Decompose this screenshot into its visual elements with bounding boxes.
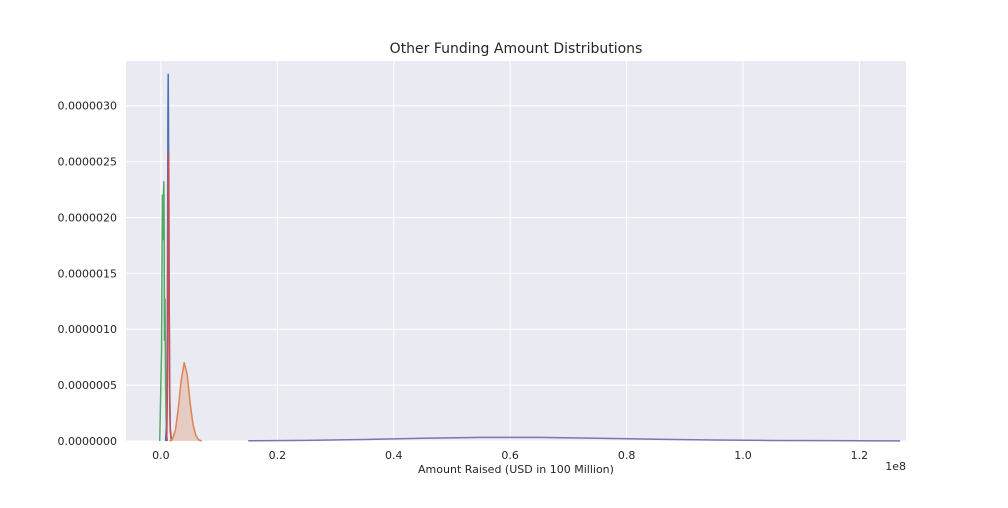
series-line-1	[159, 180, 169, 442]
y-tick-labels: 0.0000000 0.0000005 0.0000010 0.0000015 0.00…	[58, 100, 118, 448]
x-tick-label: 0.0	[152, 449, 170, 462]
series-area-3	[169, 362, 202, 441]
x-axis-offset-label: 1e8	[885, 460, 906, 473]
x-tick-label: 0.6	[501, 449, 519, 462]
plot-background	[126, 61, 906, 441]
y-tick-label: 0.0000015	[58, 267, 118, 280]
x-tick-label: 1.0	[734, 449, 752, 462]
y-tick-label: 0.0000030	[58, 100, 118, 113]
series-line-3	[169, 362, 202, 442]
x-tick-label: 0.2	[269, 449, 287, 462]
x-tick-label: 1.2	[851, 449, 869, 462]
series-line-4	[248, 436, 901, 442]
chart-title: Other Funding Amount Distributions	[390, 41, 643, 57]
y-tick-label: 0.0000005	[58, 379, 118, 392]
series-layer	[159, 73, 901, 442]
x-tick-labels: 0.0 0.2 0.4 0.6 0.8 1.0 1.2	[152, 449, 868, 462]
series-line-2	[166, 151, 173, 442]
x-tick-label: 0.8	[618, 449, 636, 462]
y-tick-label: 0.0000000	[58, 435, 118, 448]
y-tick-label: 0.0000020	[58, 211, 118, 224]
y-tick-label: 0.0000010	[58, 323, 118, 336]
x-axis-label: Amount Raised (USD in 100 Million)	[418, 463, 614, 476]
x-tick-label: 0.4	[385, 449, 403, 462]
y-tick-label: 0.0000025	[58, 156, 118, 169]
grid-lines	[126, 61, 906, 442]
